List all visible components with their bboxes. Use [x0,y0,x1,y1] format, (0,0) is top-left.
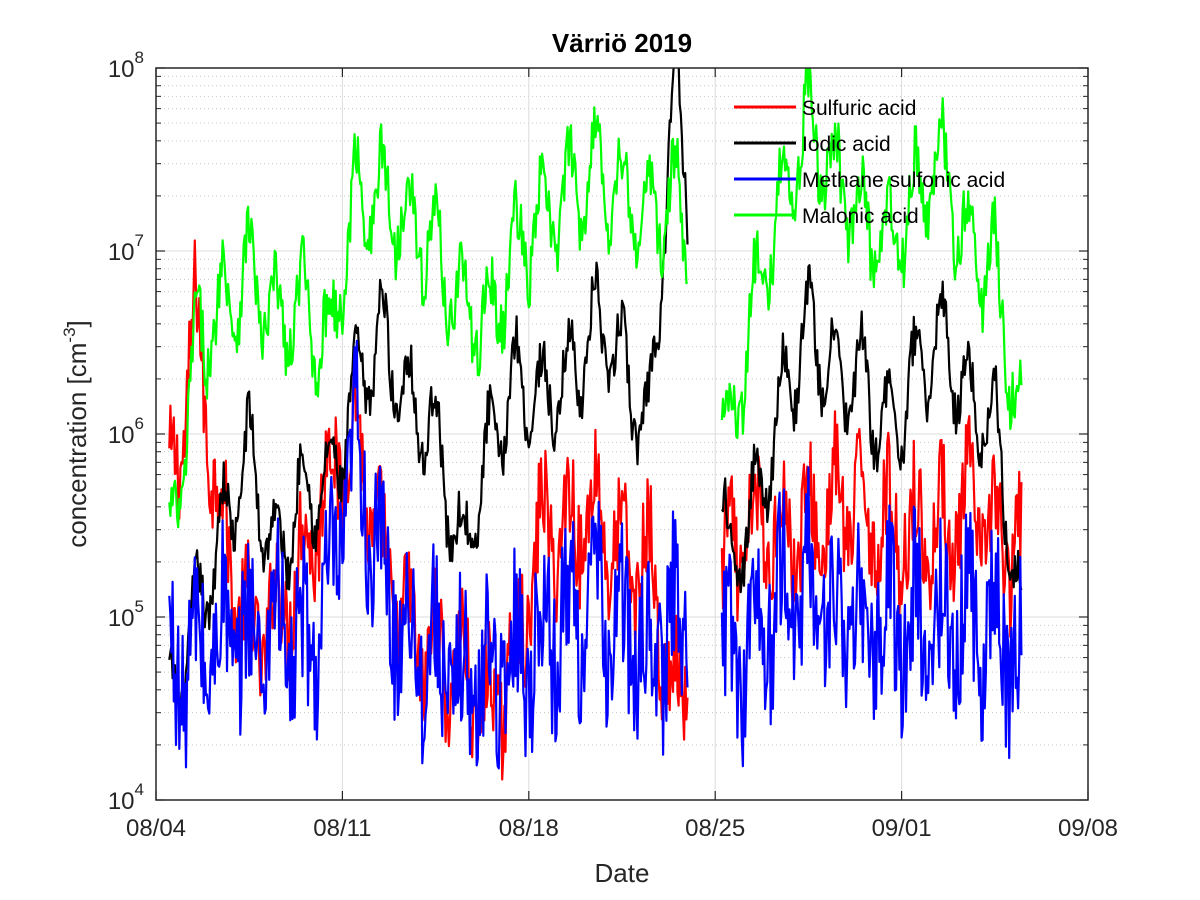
y-tick-label: 105 [108,597,144,632]
y-tick-label-base: 10 [108,239,135,266]
x-tick-label: 09/08 [1058,815,1118,842]
x-tick-label: 08/25 [685,815,745,842]
legend-label-methane-sulfonic-acid: Methane sulfonic acid [802,169,1005,192]
legend-label-iodic-acid: Iodic acid [802,133,891,156]
x-tick-label: 09/01 [872,815,932,842]
y-tick-label-exponent: 4 [135,780,144,799]
y-tick-label-base: 10 [108,422,135,449]
y-tick-label-base: 10 [108,788,135,815]
y-tick-label-exponent: 8 [135,48,144,67]
chart-title: Värriö 2019 [552,28,692,58]
y-tick-label-base: 10 [108,56,135,83]
y-axis-label-exponent: -3 [60,327,79,342]
x-tick-label: 08/18 [499,815,559,842]
y-tick-label-exponent: 6 [135,414,144,433]
tick-marks [155,67,1089,801]
y-tick-label: 108 [108,48,144,83]
y-tick-label: 104 [108,780,144,815]
y-tick-label: 107 [108,231,144,266]
y-tick-label-base: 10 [108,605,135,632]
x-tick-label: 08/11 [313,815,371,842]
y-tick-label: 106 [108,414,144,449]
minor-grid [156,75,1088,746]
series-layer [168,68,1023,781]
legend-label-sulfuric-acid: Sulfuric acid [802,97,916,120]
legend: Sulfuric acid Iodic acid Methane sulfonic … [734,97,1005,228]
series-line-methane-sulfonic-acid [168,339,1023,770]
y-tick-label-exponent: 7 [135,231,144,250]
x-tick-label: 08/04 [126,815,186,842]
y-axis-label-main: concentration [cm [62,343,92,548]
series-line-sulfuric-acid [168,239,1023,781]
y-axis-label-suffix: ] [62,320,92,327]
series-line-malonic-acid [168,68,1023,529]
legend-label-malonic-acid: Malonic acid [802,205,919,228]
x-axis-label: Date [595,858,650,888]
y-tick-label-exponent: 5 [135,597,144,616]
x-tick-labels: 08/04 08/11 08/18 08/25 09/01 09/08 [126,815,1118,842]
y-axis-label: concentration [cm-3] [60,320,92,548]
series-line-iodic-acid [168,68,1023,727]
